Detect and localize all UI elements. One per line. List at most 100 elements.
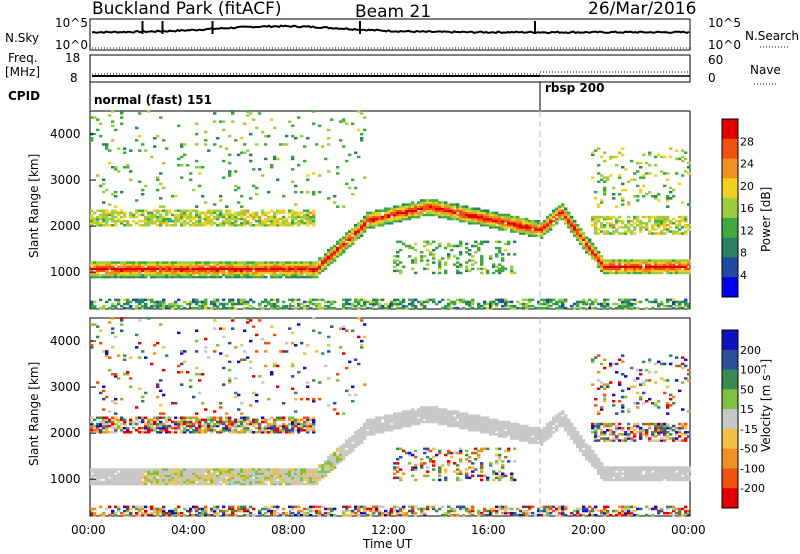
power-cell-2151: [480, 263, 484, 266]
velocity-cell-1691: [378, 416, 382, 419]
power-cell-2984: [654, 215, 658, 219]
power-cell-395: [153, 271, 157, 275]
velocity-cell-848: [225, 482, 229, 486]
power-cell-2823: [627, 263, 631, 266]
power-cell-662: [195, 263, 199, 266]
power-cell-2883: [636, 199, 640, 202]
velocity-cell-151: [111, 331, 115, 335]
power-cell-2617: [594, 222, 598, 225]
velocity-cell-760: [210, 474, 214, 478]
power-cell-1263: [291, 273, 295, 277]
power-cell-1655: [369, 213, 373, 217]
power-cell-431: [159, 300, 163, 304]
velocity-cell-947: [237, 360, 241, 364]
power-cell-1755: [396, 251, 400, 254]
power-cell-71: [99, 122, 103, 125]
velocity-cell-529: [174, 476, 178, 480]
velocity-cell-1541: [345, 513, 349, 517]
velocity-cell-1546: [345, 451, 349, 455]
velocity-cell-1589: [354, 433, 358, 436]
power-cell-422: [156, 215, 160, 219]
velocity-cell-1208: [279, 350, 283, 353]
velocity-cell-135: [111, 478, 115, 482]
power-cell-239: [126, 265, 130, 268]
power-cell-1919: [432, 261, 436, 264]
velocity-cell-1152: [270, 371, 274, 374]
power-cell-2256: [501, 269, 505, 273]
power-cell-1614: [360, 226, 364, 229]
power-cell-2122: [474, 251, 478, 254]
power-cell-2041: [456, 205, 460, 208]
velocity-cell-1106: [264, 472, 268, 475]
power-cell-989: [243, 151, 247, 154]
velocity-cell-617: [189, 509, 193, 513]
velocity-cell-747: [207, 426, 211, 430]
velocity-cell-835: [222, 470, 226, 473]
velocity-cell-449: [159, 389, 163, 393]
power-cell-96: [105, 271, 109, 275]
power-cell-2428: [543, 219, 547, 223]
power-cell-1503: [333, 201, 337, 204]
velocity-cell-1001: [246, 470, 250, 473]
power-cell-1841: [414, 257, 418, 260]
power-cell-2913: [642, 222, 646, 225]
velocity-cell-1675: [375, 424, 379, 428]
power-cell-2992: [657, 271, 661, 275]
velocity-cell-1718: [387, 418, 391, 422]
freq-panel: [89, 54, 691, 83]
power-cell-2161: [480, 217, 484, 221]
velocity-cell-1090: [261, 468, 265, 471]
velocity-cell-583: [183, 507, 187, 511]
velocity-cell-293: [135, 406, 139, 409]
velocity-cell-1234: [285, 474, 289, 478]
velocity-cell-784: [213, 422, 217, 426]
power-cell-1116: [264, 143, 268, 146]
velocity-cell-872: [228, 470, 232, 473]
power-cell-3167: [684, 230, 688, 233]
velocity-cell-446: [159, 416, 163, 419]
power-cell-1645: [366, 211, 370, 215]
power-cell-2528: [573, 226, 577, 229]
power-cell-1921: [432, 255, 436, 258]
power-cell-2181: [486, 271, 490, 275]
power-cell-1350: [303, 217, 307, 221]
velocity-cell-139: [111, 470, 115, 473]
power-cell-1829: [411, 211, 415, 215]
power-cell-302: [138, 271, 142, 275]
power-cell-682: [198, 269, 202, 273]
velocity-cell-710: [201, 429, 205, 432]
velocity-cell-1758: [396, 424, 400, 428]
power-cell-528: [174, 271, 178, 275]
power-cell-3113: [675, 224, 679, 227]
power-cell-5: [90, 273, 94, 277]
power-cell-2233: [495, 213, 499, 217]
power-cell-2076: [465, 265, 469, 268]
power-cell-757: [210, 273, 214, 277]
power-cell-2971: [654, 271, 658, 275]
power-cell-188: [117, 213, 121, 217]
power-cell-2105: [471, 302, 475, 306]
power-cell-3174: [684, 157, 688, 161]
velocity-cell-1065: [258, 509, 262, 513]
power-cell-2186: [486, 219, 490, 223]
velocity-cell-272: [132, 470, 136, 473]
power-cell-766: [210, 217, 214, 221]
power-cell-1259: [291, 304, 295, 308]
power-cell-1668: [372, 211, 376, 215]
power-cell-2843: [630, 261, 634, 264]
power-cell-73: [102, 304, 106, 308]
power-cell-2052: [459, 240, 463, 244]
power-cell-373: [150, 300, 154, 304]
power-cell-112: [105, 145, 109, 148]
velocity-cell-1644: [366, 420, 370, 424]
power-cell-2219: [495, 304, 499, 308]
power-cell-1032: [252, 275, 256, 279]
velocity-cell-1277: [291, 416, 295, 419]
power-cell-2261: [501, 253, 505, 256]
power-cell-2130: [474, 211, 478, 215]
velocity-cell-426: [156, 385, 160, 388]
velocity-cell-711: [201, 424, 205, 428]
power-cell-2654: [600, 230, 604, 233]
power-cell-653: [195, 306, 199, 310]
power-cell-780: [213, 263, 217, 266]
